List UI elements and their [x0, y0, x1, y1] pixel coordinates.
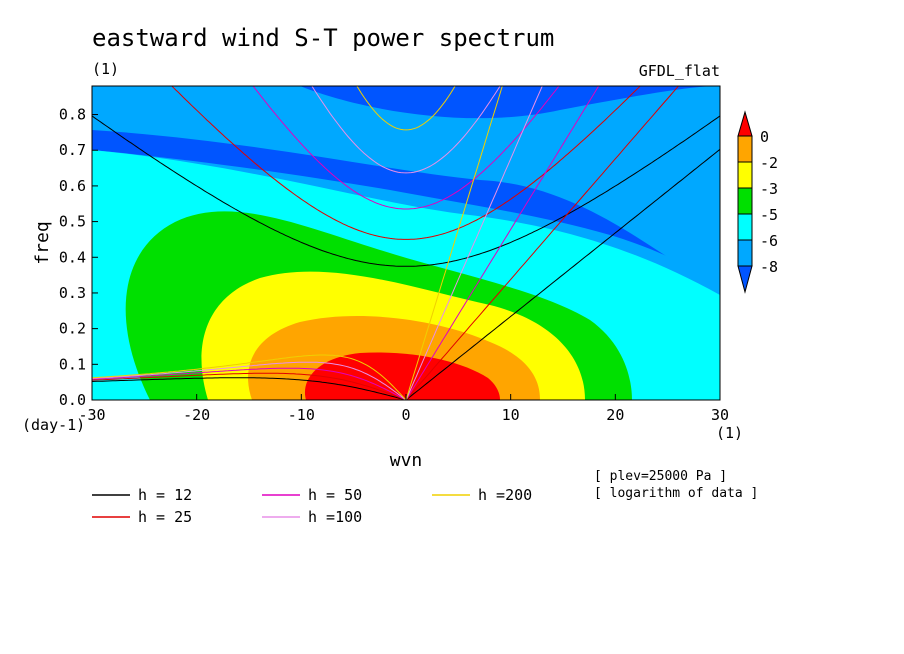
y-tick-label: 0.5	[59, 213, 86, 231]
filled-contours	[92, 86, 720, 400]
colorbar-bottom-arrow	[737, 265, 753, 294]
colorbar-label: -8	[760, 258, 778, 276]
legend-label-h200: h =200	[478, 486, 532, 504]
rossby-curve-h25	[92, 372, 407, 400]
rossby-curve-h12	[92, 377, 407, 400]
x-axis-label: wvn	[390, 450, 423, 471]
y-tick-label: 0.8	[59, 106, 86, 124]
x-tick-label: 0	[401, 406, 410, 424]
y-tick-label: 0.3	[59, 284, 86, 302]
kelvin-curve-h200	[405, 86, 503, 400]
legend: h = 12 h = 25 h = 50 h =100 h =200	[92, 486, 532, 526]
y-tick-label: 0.4	[59, 248, 86, 266]
kelvin-curve-h100	[405, 86, 543, 400]
y-tick-label: 0.0	[59, 391, 86, 409]
y-tick-label: 0.7	[59, 141, 86, 159]
colorbar-label: 0	[760, 128, 769, 146]
colorbar-label: -6	[760, 232, 778, 250]
legend-label-h50: h = 50	[308, 486, 362, 504]
x-tick-label: 20	[606, 406, 624, 424]
x-tick-label: 10	[502, 406, 520, 424]
y-unit-label: (day-1)	[22, 416, 85, 434]
colorbar-cell	[737, 239, 753, 267]
inertia-gravity-curve-h12	[92, 115, 720, 267]
rossby-curve-h200	[92, 354, 407, 400]
dispersion-curves	[92, 86, 720, 400]
y-axis-label: freq	[32, 221, 53, 264]
inertia-gravity-curve-h50	[252, 86, 560, 210]
x-axis: -30 -20 -10 0 10 20 30	[78, 394, 729, 424]
y-axis: 0.0 0.1 0.2 0.3 0.4 0.5 0.6 0.7 0.8	[59, 106, 98, 409]
y-tick-label: 0.2	[59, 320, 86, 338]
contour-band-minus8-minus6	[92, 86, 720, 290]
inertia-gravity-curve-h25	[171, 86, 641, 240]
inertia-gravity-curve-h200	[356, 86, 456, 131]
colorbar-top-arrow	[737, 110, 753, 137]
colorbar-cell	[737, 213, 753, 241]
y-tick-label: 0.6	[59, 177, 86, 195]
kelvin-curve-h50	[405, 86, 600, 400]
units-label: (1)	[92, 60, 119, 78]
x-tick-label: -20	[183, 406, 210, 424]
chart-title: eastward wind S-T power spectrum	[92, 24, 554, 52]
colorbar-label: -3	[760, 180, 778, 198]
y-tick-label: 0.1	[59, 355, 86, 373]
kelvin-curve-h12	[405, 148, 720, 400]
x-unit-label: (1)	[716, 424, 743, 442]
colorbar-label: -2	[760, 154, 778, 172]
plev-note: [ plev=25000 Pa ]	[594, 469, 727, 484]
inertia-gravity-curve-h100	[311, 86, 501, 174]
legend-label-h25: h = 25	[138, 508, 192, 526]
x-tick-label: -10	[288, 406, 315, 424]
colorbar: 0 -2 -3 -5 -6 -8	[737, 110, 778, 294]
log-note: [ logarithm of data ]	[594, 486, 758, 501]
colorbar-cell	[737, 187, 753, 215]
colorbar-label: -5	[760, 206, 778, 224]
colorbar-cell	[737, 161, 753, 189]
legend-label-h12: h = 12	[138, 486, 192, 504]
rossby-curve-h50	[92, 367, 407, 400]
rossby-curve-h100	[92, 361, 407, 400]
colorbar-cell	[737, 135, 753, 163]
legend-label-h100: h =100	[308, 508, 362, 526]
model-label: GFDL_flat	[639, 62, 720, 80]
x-tick-label: 30	[711, 406, 729, 424]
kelvin-curve-h25	[405, 86, 680, 400]
x-tick-label: -30	[78, 406, 105, 424]
